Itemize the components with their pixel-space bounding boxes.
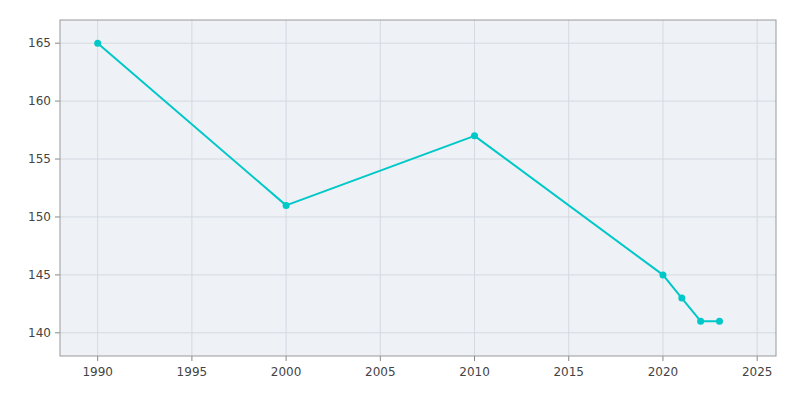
y-tick (55, 274, 60, 275)
x-tick (191, 356, 192, 361)
x-tick-label: 2025 (742, 365, 773, 379)
plot-frame (60, 20, 776, 356)
x-tick (97, 356, 98, 361)
y-grid-line (60, 43, 776, 44)
x-tick-label: 2010 (459, 365, 490, 379)
x-grid-line (474, 20, 475, 356)
x-tick (662, 356, 663, 361)
plot-background (60, 20, 776, 356)
data-point (716, 318, 723, 325)
data-point (283, 202, 290, 209)
y-grid-line (60, 159, 776, 160)
series-line (98, 43, 720, 321)
x-grid-line (191, 20, 192, 356)
y-tick-label: 165 (28, 36, 51, 50)
y-tick-label: 145 (28, 268, 51, 282)
x-grid-line (97, 20, 98, 356)
y-tick-label: 160 (28, 94, 51, 108)
x-tick-label: 1995 (177, 365, 208, 379)
y-tick (55, 101, 60, 102)
data-point (471, 132, 478, 139)
x-tick-label: 2000 (271, 365, 302, 379)
y-grid-line (60, 274, 776, 275)
y-grid-line (60, 216, 776, 217)
x-tick-label: 2015 (553, 365, 584, 379)
data-point (697, 318, 704, 325)
data-point (678, 295, 685, 302)
axes: 1990 1995 2000 2005 2010 2015 2020 2025 140 145 15… (28, 36, 772, 379)
x-tick (757, 356, 758, 361)
x-tick (474, 356, 475, 361)
series (94, 40, 723, 325)
x-tick (568, 356, 569, 361)
y-tick (55, 332, 60, 333)
data-point (659, 271, 666, 278)
x-tick-label: 1990 (82, 365, 113, 379)
y-tick (55, 216, 60, 217)
y-tick-label: 140 (28, 326, 51, 340)
chart-container: 1990 1995 2000 2005 2010 2015 2020 2025 140 145 15… (0, 0, 800, 400)
y-grid-line (60, 101, 776, 102)
x-grid-line (757, 20, 758, 356)
x-tick-label: 2020 (648, 365, 679, 379)
y-tick (55, 159, 60, 160)
y-tick-label: 150 (28, 210, 51, 224)
y-tick (55, 43, 60, 44)
x-tick (380, 356, 381, 361)
x-grid-line (286, 20, 287, 356)
y-grid-line (60, 332, 776, 333)
data-point (94, 40, 101, 47)
x-tick (286, 356, 287, 361)
grid (60, 20, 776, 356)
x-grid-line (568, 20, 569, 356)
x-tick-label: 2005 (365, 365, 396, 379)
chart-svg: 1990 1995 2000 2005 2010 2015 2020 2025 140 145 15… (0, 0, 800, 400)
x-grid-line (380, 20, 381, 356)
x-grid-line (662, 20, 663, 356)
y-tick-label: 155 (28, 152, 51, 166)
